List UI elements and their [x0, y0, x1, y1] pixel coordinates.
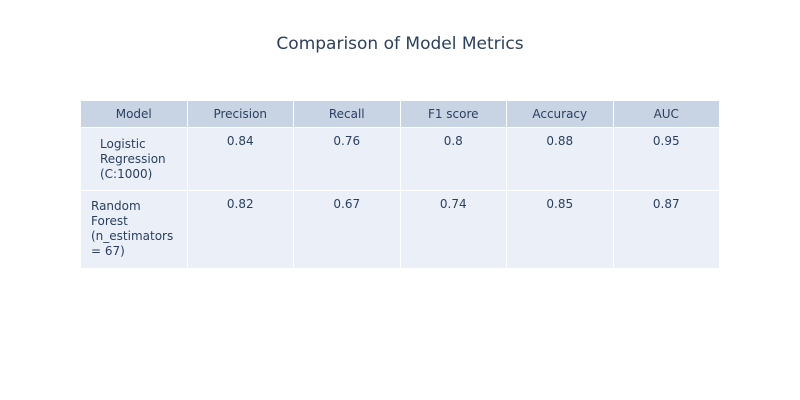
header-precision: Precision — [186, 100, 294, 128]
header-accuracy: Accuracy — [506, 100, 614, 128]
header-f1-score: F1 score — [399, 100, 507, 128]
auc-cell: 0.95 — [612, 127, 720, 191]
table-row: Random Forest (n_estimators = 67) 0.82 0… — [80, 190, 720, 269]
recall-cell: 0.67 — [293, 190, 401, 269]
f1-score-cell: 0.74 — [399, 190, 507, 269]
header-row: Model Precision Recall F1 score Accuracy… — [80, 100, 720, 128]
metrics-table: Model Precision Recall F1 score Accuracy… — [80, 100, 720, 269]
header-model: Model — [80, 100, 188, 128]
table-body: Logistic Regression (C:1000) 0.84 0.76 0… — [80, 127, 720, 269]
metrics-table-container: Model Precision Recall F1 score Accuracy… — [80, 100, 720, 269]
model-name-cell: Logistic Regression (C:1000) — [80, 127, 188, 191]
accuracy-cell: 0.85 — [506, 190, 614, 269]
header-recall: Recall — [293, 100, 401, 128]
header-auc: AUC — [612, 100, 720, 128]
model-name-cell: Random Forest (n_estimators = 67) — [80, 190, 188, 269]
precision-cell: 0.84 — [186, 127, 294, 191]
auc-cell: 0.87 — [612, 190, 720, 269]
table-row: Logistic Regression (C:1000) 0.84 0.76 0… — [80, 127, 720, 191]
recall-cell: 0.76 — [293, 127, 401, 191]
chart-title: Comparison of Model Metrics — [276, 34, 524, 54]
table-header: Model Precision Recall F1 score Accuracy… — [80, 100, 720, 128]
precision-cell: 0.82 — [186, 190, 294, 269]
accuracy-cell: 0.88 — [506, 127, 614, 191]
f1-score-cell: 0.8 — [399, 127, 507, 191]
